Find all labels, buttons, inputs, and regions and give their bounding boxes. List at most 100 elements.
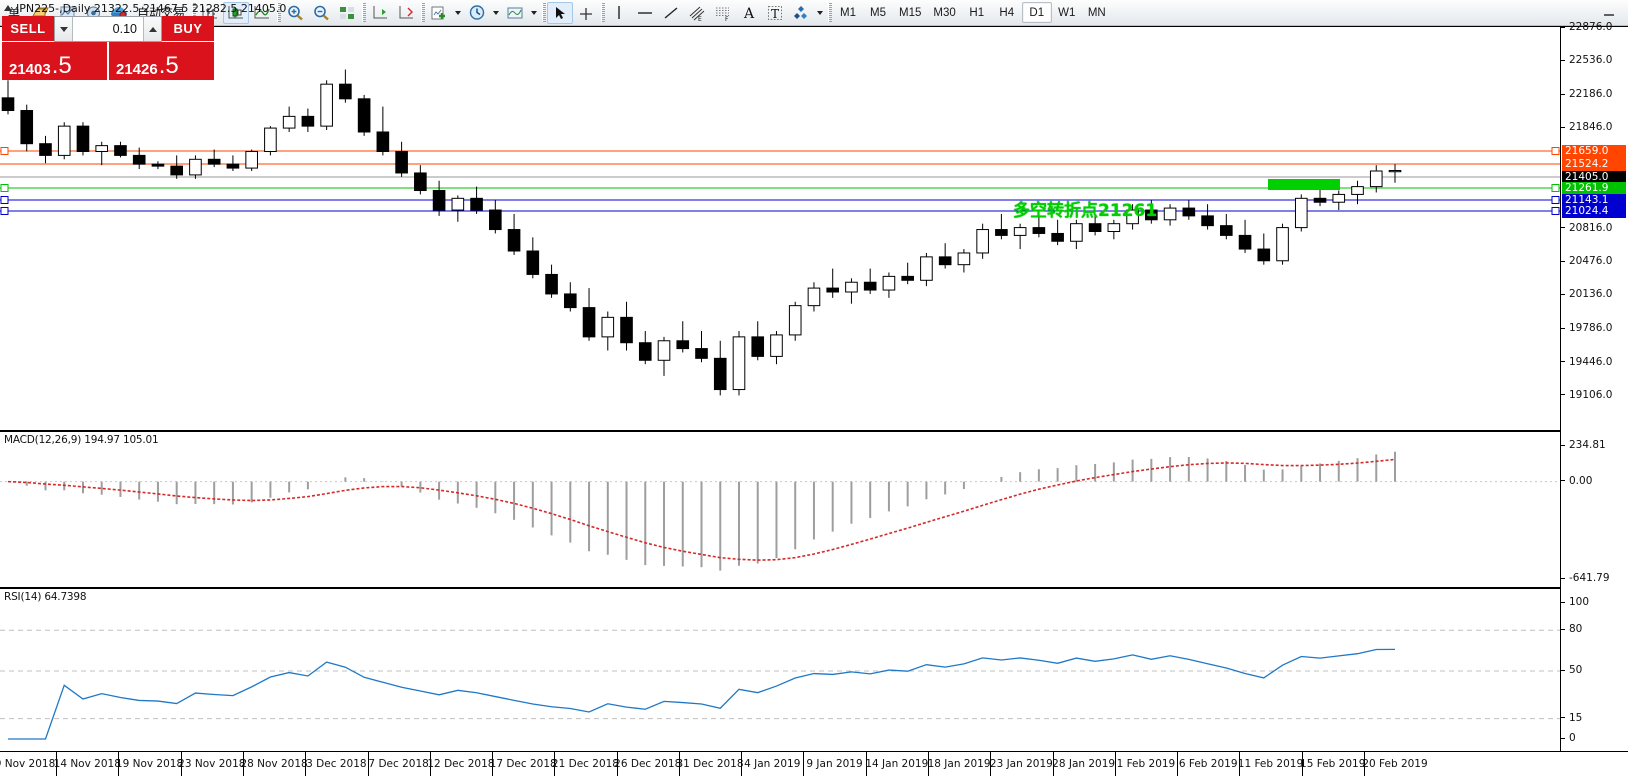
rsi-label: RSI(14) 64.7398 bbox=[4, 591, 87, 603]
shapes-icon[interactable] bbox=[788, 2, 814, 24]
price-chip-pivot-line[interactable]: 21261.9 bbox=[1562, 181, 1626, 195]
buy-price-integer: 21426 bbox=[116, 61, 158, 78]
level-handle-left-resistance-upper[interactable] bbox=[0, 147, 9, 155]
time-tick bbox=[678, 752, 680, 776]
candle bbox=[788, 305, 802, 336]
chart-annotation-text[interactable]: 多空转折点21261 bbox=[1013, 201, 1158, 221]
price-chip-support-upper[interactable]: 21143.1 bbox=[1562, 193, 1626, 207]
candle bbox=[1, 97, 15, 112]
volume-value[interactable]: 0.10 bbox=[112, 22, 137, 36]
buy-price[interactable]: 21426.5 bbox=[109, 42, 214, 80]
rsi-line bbox=[8, 648, 1396, 740]
timeframe-m5[interactable]: M5 bbox=[870, 6, 886, 19]
equidistant-channel-icon[interactable]: E bbox=[684, 2, 710, 24]
svg-text:A: A bbox=[743, 6, 755, 21]
level-handle-left-support-upper[interactable] bbox=[0, 196, 9, 204]
highlight-box[interactable] bbox=[1268, 179, 1340, 190]
one-click-trading-panel[interactable]: SELL 0.10 BUY 21403.5 21426.5 bbox=[2, 16, 214, 80]
candles-group bbox=[1, 69, 1402, 396]
candle bbox=[807, 287, 821, 307]
sell-price[interactable]: 21403.5 bbox=[2, 42, 107, 80]
time-label: 21 Dec 2018 bbox=[551, 758, 619, 770]
level-handle-support-lower[interactable] bbox=[1551, 207, 1560, 215]
buy-button[interactable]: BUY bbox=[162, 16, 214, 42]
zoom-out-icon[interactable] bbox=[308, 2, 334, 24]
time-axis[interactable]: 9 Nov 2018 14 Nov 2018 19 Nov 2018 23 Nov 2… bbox=[0, 751, 1628, 776]
collapse-triangle-icon[interactable] bbox=[4, 5, 12, 11]
cursor-icon[interactable] bbox=[547, 1, 574, 24]
trendline-icon[interactable] bbox=[658, 2, 684, 24]
symbol-info-line: JPN225-,Daily 21322.5 21467.5 21282.5 21… bbox=[4, 2, 286, 15]
folder-icon[interactable] bbox=[28, 2, 54, 24]
time-label: 1 Feb 2019 bbox=[1116, 758, 1176, 770]
navigator-icon[interactable] bbox=[80, 2, 106, 24]
time-label: 11 Feb 2019 bbox=[1237, 758, 1304, 770]
candle bbox=[938, 256, 952, 266]
fibonacci-retracement-icon[interactable]: F bbox=[710, 2, 736, 24]
toolbar-grabber-icon[interactable] bbox=[1613, 2, 1627, 14]
candle bbox=[1257, 248, 1271, 262]
rsi-pane[interactable]: RSI(14) 64.7398 bbox=[0, 587, 1560, 751]
chart-shift-icon[interactable] bbox=[393, 2, 419, 24]
price-chip-resistance-upper[interactable]: 21659.0 bbox=[1562, 144, 1626, 158]
candle bbox=[282, 115, 296, 129]
price-chip-support-lower[interactable]: 21024.4 bbox=[1562, 204, 1626, 218]
volume-stepper[interactable]: 0.10 bbox=[54, 16, 162, 42]
candle bbox=[563, 293, 577, 309]
level-handle-left-pivot-line[interactable] bbox=[0, 184, 9, 192]
volume-decrease-button[interactable] bbox=[55, 17, 73, 41]
candle bbox=[1332, 193, 1346, 203]
templates-icon[interactable] bbox=[502, 2, 528, 24]
candle bbox=[976, 229, 989, 254]
time-label: 9 Jan 2019 bbox=[806, 758, 863, 770]
chevron-down-icon[interactable] bbox=[490, 2, 502, 24]
tile-windows-icon[interactable] bbox=[334, 2, 360, 24]
level-handle-support-upper[interactable] bbox=[1551, 196, 1560, 204]
candle bbox=[414, 172, 427, 192]
chevron-down-icon[interactable] bbox=[814, 2, 826, 24]
svg-text:E: E bbox=[698, 16, 702, 22]
toolbar-separator bbox=[419, 3, 426, 23]
vertical-line-icon[interactable] bbox=[606, 2, 632, 24]
crosshair-icon[interactable] bbox=[573, 2, 599, 24]
text-label-icon[interactable]: T bbox=[762, 2, 788, 24]
periods-icon[interactable] bbox=[464, 2, 490, 24]
level-handle-left-support-lower[interactable] bbox=[0, 207, 9, 215]
candlestick-chart-icon[interactable] bbox=[223, 1, 250, 24]
candle bbox=[376, 131, 390, 152]
timeframe-m1[interactable]: M1 bbox=[840, 6, 856, 19]
line-chart-icon[interactable] bbox=[249, 2, 275, 24]
timeframe-m30[interactable]: M30 bbox=[933, 6, 956, 19]
auto-scroll-icon[interactable] bbox=[367, 2, 393, 24]
indicators-icon[interactable] bbox=[426, 2, 452, 24]
candle bbox=[957, 252, 971, 266]
price-chip-resistance-lower[interactable]: 21524.2 bbox=[1562, 157, 1626, 171]
level-handle-resistance-upper[interactable] bbox=[1551, 147, 1560, 155]
candle bbox=[545, 273, 558, 295]
sell-button[interactable]: SELL bbox=[2, 16, 54, 42]
volume-increase-button[interactable] bbox=[143, 17, 161, 41]
timeframe-m15[interactable]: M15 bbox=[899, 6, 922, 19]
expert-advisor-icon[interactable] bbox=[106, 2, 132, 24]
timeframe-h1[interactable]: H1 bbox=[969, 6, 985, 19]
chart-frame[interactable]: 多空转折点21261 MACD(12,26,9) 194.97 105.01 R… bbox=[0, 21, 1628, 776]
minimize-icon[interactable] bbox=[1596, 2, 1622, 24]
time-label: 17 Dec 2018 bbox=[489, 758, 557, 770]
text-icon[interactable]: A bbox=[736, 2, 762, 24]
timeframe-w1[interactable]: W1 bbox=[1058, 6, 1076, 19]
macd-pane[interactable]: MACD(12,26,9) 194.97 105.01 bbox=[0, 430, 1560, 585]
toolbar-separator bbox=[599, 3, 606, 23]
chevron-down-icon[interactable] bbox=[452, 2, 464, 24]
timeframe-mn[interactable]: MN bbox=[1087, 6, 1106, 19]
candle bbox=[1182, 207, 1196, 217]
zoom-in-icon[interactable] bbox=[282, 2, 308, 24]
price-chip-last-price[interactable]: 21405.0 bbox=[1562, 170, 1626, 184]
horizontal-line-icon[interactable] bbox=[632, 2, 658, 24]
price-axis[interactable]: 22876.0 22536.0 22186.0 21846.0 20816.0 20476… bbox=[1560, 21, 1628, 751]
chevron-down-icon[interactable] bbox=[528, 2, 540, 24]
price-pane[interactable]: 多空转折点21261 bbox=[0, 27, 1560, 428]
level-handle-pivot-line[interactable] bbox=[1551, 184, 1560, 192]
time-label: 15 Feb 2019 bbox=[1300, 758, 1366, 770]
timeframe-d1[interactable]: D1 bbox=[1021, 2, 1052, 23]
timeframe-h4[interactable]: H4 bbox=[999, 6, 1015, 19]
